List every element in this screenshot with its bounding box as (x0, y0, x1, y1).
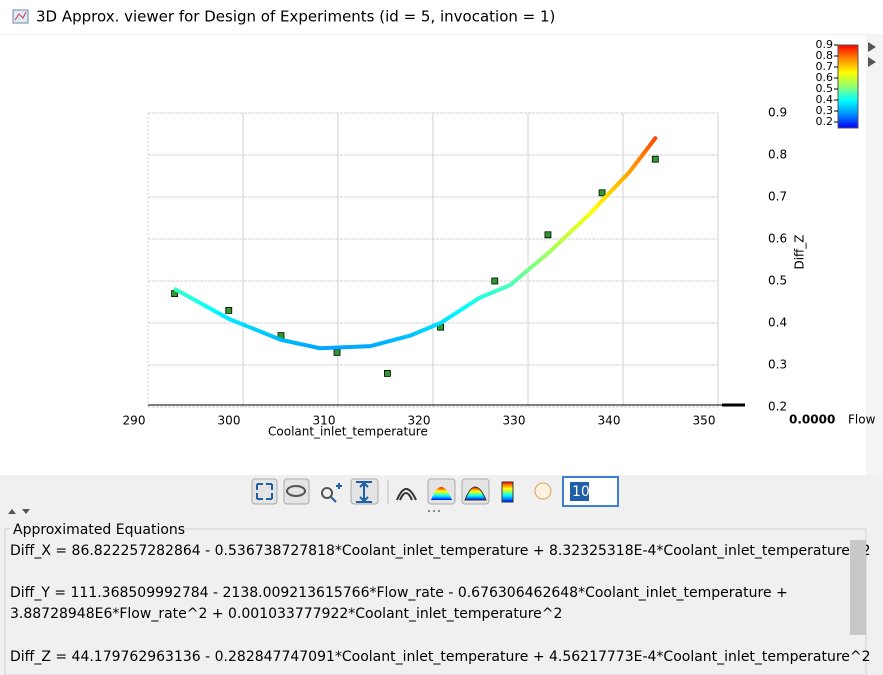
y-tick-label: 0.6 (768, 232, 787, 246)
surface-icon (431, 487, 452, 500)
window-icon (12, 9, 29, 24)
zoom-plus (330, 483, 342, 503)
window-title: 3D Approx. viewer for Design of Experime… (36, 8, 555, 26)
rotate-icon (286, 485, 306, 497)
y-axis-title: Diff_Z (793, 234, 807, 269)
levels-input-value: 10 (572, 484, 590, 500)
colorbar-tick-label: 0.7 (816, 60, 834, 73)
fit-button[interactable] (251, 478, 278, 505)
colorbar-tick-label: 0.9 (816, 38, 834, 51)
y-tick-label: 0.8 (768, 148, 787, 162)
collapse-arrows[interactable] (8, 509, 30, 514)
colorbar (837, 44, 859, 129)
side-strip (866, 35, 883, 475)
data-point (333, 348, 341, 356)
contour-icon (534, 482, 552, 500)
z-axis-title: Flow (848, 413, 876, 427)
rotate-button[interactable] (283, 478, 310, 505)
legend-bg (10, 522, 182, 538)
fit-icon (256, 483, 273, 500)
window-icon-graph (14, 11, 27, 21)
y-tick-label: 0.3 (768, 358, 787, 372)
colorbar-tick-label: 0.3 (816, 104, 834, 117)
zoom-icon (321, 487, 333, 499)
z-tick-label: 0.0000 (789, 413, 835, 427)
x-tick-label: 330 (503, 414, 526, 428)
contour-surface-icon (464, 486, 487, 501)
zoom-button[interactable] (317, 479, 342, 504)
colorbar-tick-label: 0.2 (816, 115, 834, 128)
scale-icon (356, 481, 372, 503)
equation-line: Diff_Y = 111.368509992784 - 2138.0092136… (10, 585, 788, 601)
x-tick-label: 300 (218, 414, 241, 428)
data-point (383, 369, 391, 377)
data-point (651, 155, 659, 163)
plot: 290 300 310 320 330 340 3500.20.30.40.50.60.70… (123, 38, 876, 439)
y-tick-label: 0.7 (768, 190, 787, 204)
y-tick-label: 0.4 (768, 316, 787, 330)
colorbar-tick-label: 0.4 (816, 93, 834, 106)
equation-line: Diff_Z = 44.179762963136 - 0.28284774709… (10, 649, 871, 665)
y-tick-label: 0.9 (768, 106, 787, 120)
scrollbar-thumb[interactable] (850, 540, 866, 635)
colorbar-icon (501, 481, 514, 503)
equations-title: Approximated Equations (13, 522, 185, 538)
toolbar: 10 (251, 476, 619, 507)
data-point (598, 189, 606, 197)
side-arrows[interactable] (868, 42, 876, 67)
data-point (225, 306, 233, 314)
levels-input[interactable] (562, 476, 619, 507)
x-axis-title: Coolant_inlet_temperature (268, 425, 428, 439)
data-point (491, 277, 499, 285)
fit-curve (173, 136, 658, 351)
x-tick-label: 290 (123, 414, 146, 428)
input-selection (570, 482, 589, 501)
x-tick-label: 350 (693, 414, 716, 428)
colorbar-tick-label: 0.6 (816, 71, 834, 84)
x-tick-label: 310 (313, 414, 336, 428)
title-bar (0, 0, 883, 34)
y-tick-label: 0.5 (768, 274, 787, 288)
y-tick-label: 0.2 (768, 400, 787, 414)
colorbar-tick-label: 0.8 (816, 49, 834, 62)
equation-line: 3.88728948E6*Flow_rate^2 + 0.00103377792… (10, 606, 562, 622)
wire-icon (396, 488, 417, 501)
data-point (544, 231, 552, 239)
x-tick-label: 320 (408, 414, 431, 428)
colorbar-tick-label: 0.5 (816, 82, 834, 95)
equation-line: Diff_X = 86.822257282864 - 0.53673872781… (10, 543, 871, 559)
x-tick-label: 340 (598, 414, 621, 428)
